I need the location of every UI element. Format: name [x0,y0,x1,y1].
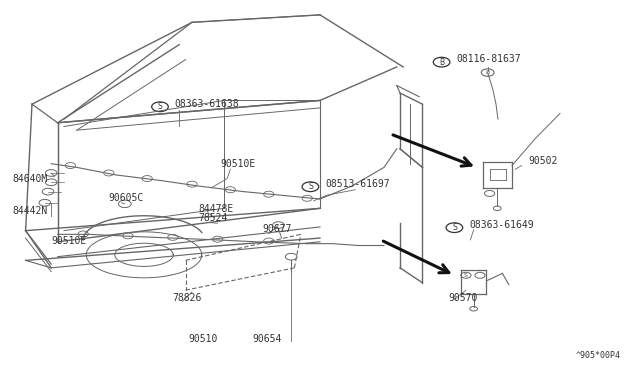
Text: 90502: 90502 [528,155,557,166]
Text: 08116-81637: 08116-81637 [456,54,521,64]
Text: ^905*00P4: ^905*00P4 [576,351,621,360]
Text: S: S [157,102,163,111]
Text: 84640M: 84640M [13,174,48,184]
Text: 84442N: 84442N [13,206,48,216]
Text: 78524: 78524 [198,213,228,223]
Text: 08363-61638: 08363-61638 [175,99,239,109]
Text: S: S [464,273,468,278]
Text: B: B [486,70,490,75]
Text: S: S [452,223,457,232]
Text: 90570: 90570 [448,293,477,303]
Text: 08363-61649: 08363-61649 [469,220,534,230]
Text: 90510: 90510 [189,334,218,344]
Text: 90654: 90654 [253,334,282,344]
Text: 84478E: 84478E [198,204,234,214]
Text: 90605C: 90605C [109,193,144,203]
Text: 08513-61697: 08513-61697 [325,179,390,189]
Text: 78826: 78826 [173,293,202,303]
Text: S: S [308,182,313,191]
Text: 90677: 90677 [262,224,292,234]
Text: B: B [439,58,444,67]
Text: 90510E: 90510E [51,235,86,246]
Text: 90510E: 90510E [221,159,256,169]
